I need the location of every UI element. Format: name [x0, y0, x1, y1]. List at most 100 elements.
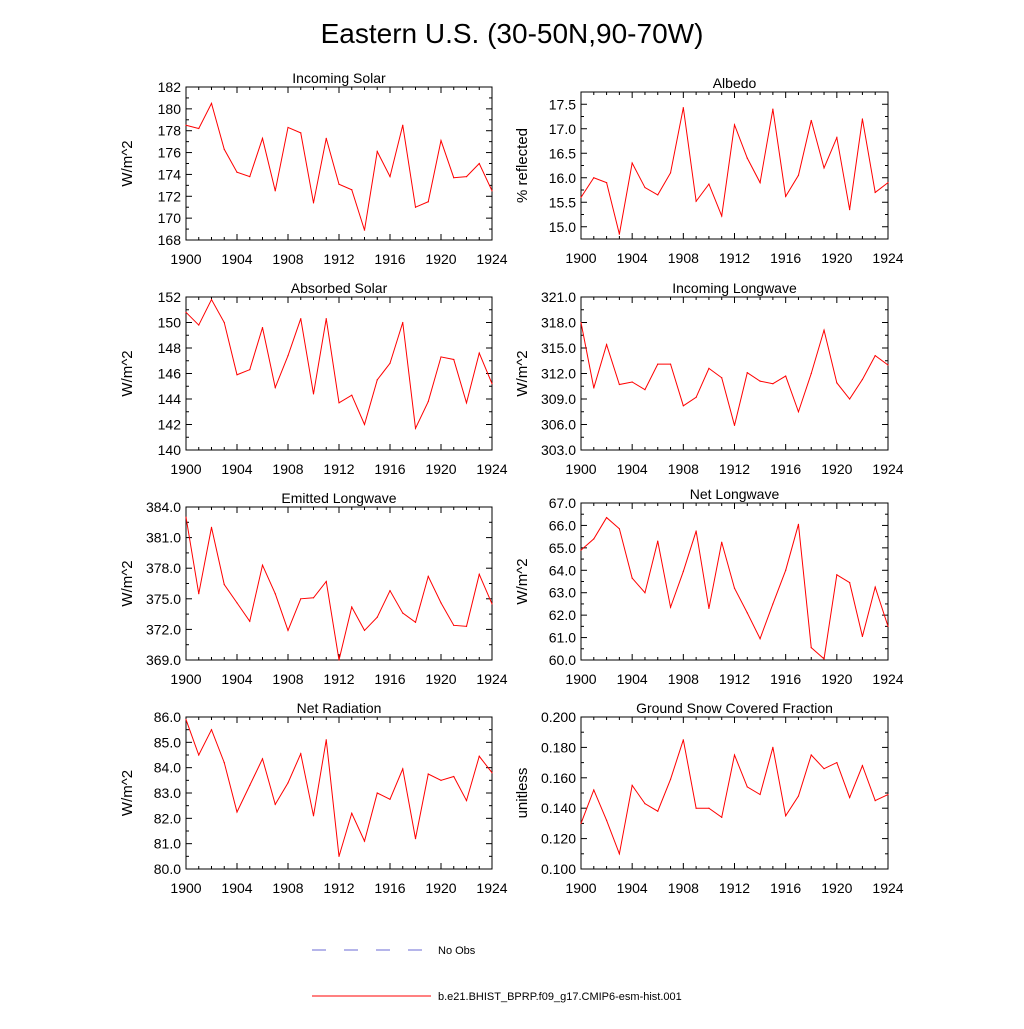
data-point [721, 377, 723, 379]
x-tick-label: 1912 [323, 671, 354, 687]
data-point [823, 658, 825, 660]
x-tick-label: 1904 [221, 880, 252, 896]
data-point [759, 793, 761, 796]
y-tick-label: 0.200 [541, 709, 576, 725]
x-tick-label: 1920 [821, 250, 852, 266]
data-point [669, 172, 672, 174]
data-point [580, 196, 582, 198]
x-tick-label: 1904 [617, 461, 648, 477]
data-point [389, 362, 391, 364]
y-tick-label: 0.180 [541, 739, 576, 755]
data-point [695, 396, 697, 398]
data-point [478, 352, 480, 354]
data-point [644, 389, 646, 391]
y-axis-label: W/m^2 [119, 560, 136, 606]
data-point [338, 183, 340, 185]
data-point [376, 379, 378, 381]
x-tick-label: 1924 [872, 461, 903, 477]
data-point [249, 620, 251, 622]
data-point [440, 356, 442, 358]
data-point [376, 150, 378, 153]
y-tick-label: 62.0 [549, 607, 576, 623]
data-point [797, 411, 800, 413]
y-tick-label: 182 [158, 79, 182, 95]
data-point [414, 206, 417, 208]
data-point [618, 383, 620, 386]
y-tick-label: 67.0 [549, 495, 576, 511]
data-point [261, 327, 264, 329]
data-point [657, 194, 659, 196]
data-point [312, 597, 315, 599]
data-point [453, 358, 455, 361]
data-point [631, 381, 633, 383]
y-tick-label: 180 [158, 101, 182, 117]
x-tick-label: 1904 [221, 671, 252, 687]
x-tick-label: 1920 [821, 461, 852, 477]
data-point [759, 380, 761, 382]
x-tick-label: 1916 [374, 880, 405, 896]
data-point [312, 815, 315, 817]
data-point [887, 625, 889, 627]
x-tick-label: 1912 [719, 461, 750, 477]
data-point [797, 523, 800, 525]
data-point [708, 607, 710, 610]
chart-panel-net-longwave: 1900 1904 1908 1912 1916 1920 1924 60.0 61.0 62.0… [514, 486, 904, 687]
x-tick-label: 1900 [170, 251, 201, 267]
data-point [669, 778, 672, 780]
data-point [836, 762, 838, 764]
data-point [491, 383, 493, 385]
data-point [593, 177, 595, 179]
y-tick-label: 86.0 [154, 709, 181, 725]
data-point [682, 570, 684, 573]
data-point [631, 577, 633, 579]
data-point [746, 612, 748, 614]
x-tick-label: 1912 [719, 250, 750, 266]
data-point [823, 167, 825, 169]
data-point [351, 606, 353, 608]
data-point [861, 635, 864, 638]
x-tick-label: 1904 [617, 250, 648, 266]
data-point [849, 796, 851, 799]
data-point [810, 754, 812, 756]
x-tick-label: 1924 [476, 671, 507, 687]
data-point [185, 718, 187, 721]
x-tick-label: 1912 [719, 671, 750, 687]
data-point [198, 593, 200, 595]
data-point [249, 176, 251, 178]
x-tick-label: 1900 [565, 671, 596, 687]
data-point [721, 541, 723, 543]
data-point [427, 400, 429, 403]
chart-panel-emitted-longwave: 1900 1904 1908 1912 1916 1920 1924 369.0 372.0 37… [119, 490, 508, 687]
data-point [849, 209, 851, 211]
data-point [797, 795, 800, 797]
y-tick-label: 176 [158, 145, 182, 161]
data-point [785, 375, 787, 377]
panel-title: Incoming Solar [292, 70, 386, 86]
y-tick-label: 85.0 [154, 734, 181, 750]
data-point [427, 773, 429, 775]
panel-title: Incoming Longwave [672, 280, 797, 296]
x-tick-label: 1904 [221, 251, 252, 267]
legend-entry: b.e21.BHIST_BPRP.f09_g17.CMIP6-esm-hist.… [312, 991, 682, 1003]
x-tick-label: 1908 [668, 880, 699, 896]
data-point [351, 394, 353, 396]
data-point [312, 393, 315, 395]
x-tick-label: 1908 [272, 461, 303, 477]
x-tick-label: 1916 [770, 671, 801, 687]
data-point [580, 321, 582, 324]
data-point [772, 746, 774, 749]
data-point [810, 372, 812, 375]
data-point [657, 810, 659, 812]
data-point [376, 616, 378, 618]
data-point [351, 189, 353, 191]
y-tick-label: 63.0 [549, 585, 576, 601]
chart-panels: 1900 1904 1908 1912 1916 1920 1924 168 170 172 174… [119, 70, 904, 896]
y-tick-label: 15.5 [549, 194, 576, 210]
data-point [453, 775, 455, 778]
data-point [389, 590, 391, 592]
data-point [261, 564, 264, 566]
x-tick-label: 1912 [719, 880, 750, 896]
data-point [185, 311, 187, 313]
y-tick-label: 0.140 [541, 800, 576, 816]
